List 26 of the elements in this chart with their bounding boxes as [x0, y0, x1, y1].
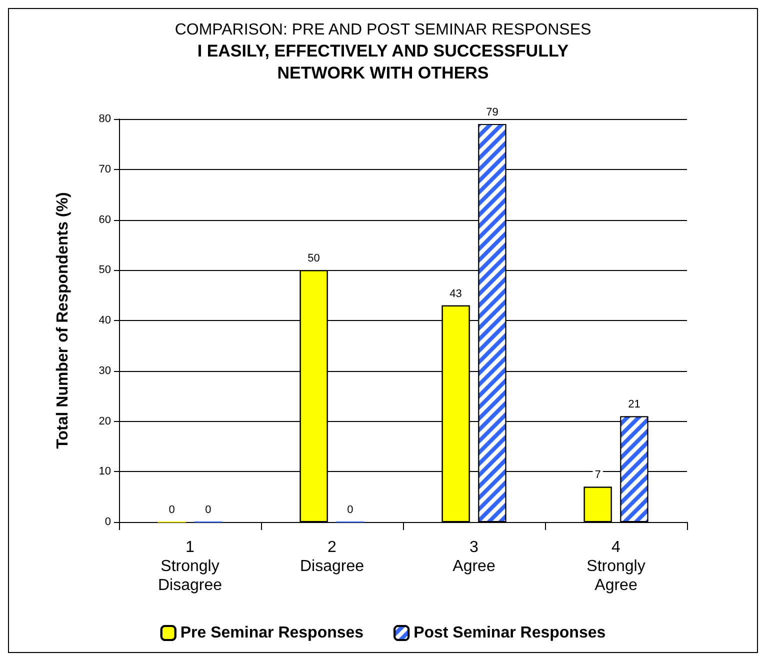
- data-label: 79: [486, 106, 498, 119]
- data-label: 0: [168, 504, 175, 516]
- x-tick-label: 1 Strongly Disagree: [158, 539, 222, 594]
- legend-label: Post Seminar Responses: [414, 624, 606, 642]
- x-tick-label: 3 Agree: [452, 539, 496, 575]
- y-tick-label: 0: [104, 516, 111, 528]
- data-label: 0: [347, 504, 354, 516]
- legend-label: Pre Seminar Responses: [180, 624, 364, 642]
- y-tick-label: 20: [98, 415, 111, 428]
- data-label: 21: [628, 398, 640, 411]
- y-tick-label: 30: [98, 364, 111, 377]
- x-tick-label: 2 Disagree: [300, 539, 364, 575]
- y-tick-label: 40: [98, 314, 111, 326]
- y-axis-title: Total Number of Respondents (%): [54, 192, 72, 449]
- data-label: 43: [450, 288, 462, 300]
- chart-subtitle: I EASILY, EFFECTIVELY AND SUCCESSFULLY NETWORK WITH OTHERS: [197, 42, 570, 82]
- data-label: 50: [308, 252, 320, 265]
- y-tick-label: 60: [98, 214, 111, 226]
- y-tick-label: 80: [98, 113, 111, 125]
- chart-title: COMPARISON: PRE AND POST SEMINAR RESPONSES: [174, 22, 592, 38]
- y-tick-label: 10: [98, 466, 111, 478]
- y-tick-label: 70: [98, 163, 111, 176]
- y-tick-label: 50: [98, 264, 111, 276]
- data-label: 7: [594, 469, 601, 482]
- data-label: 0: [205, 504, 212, 516]
- x-tick-label: 4 Strongly Agree: [586, 539, 646, 594]
